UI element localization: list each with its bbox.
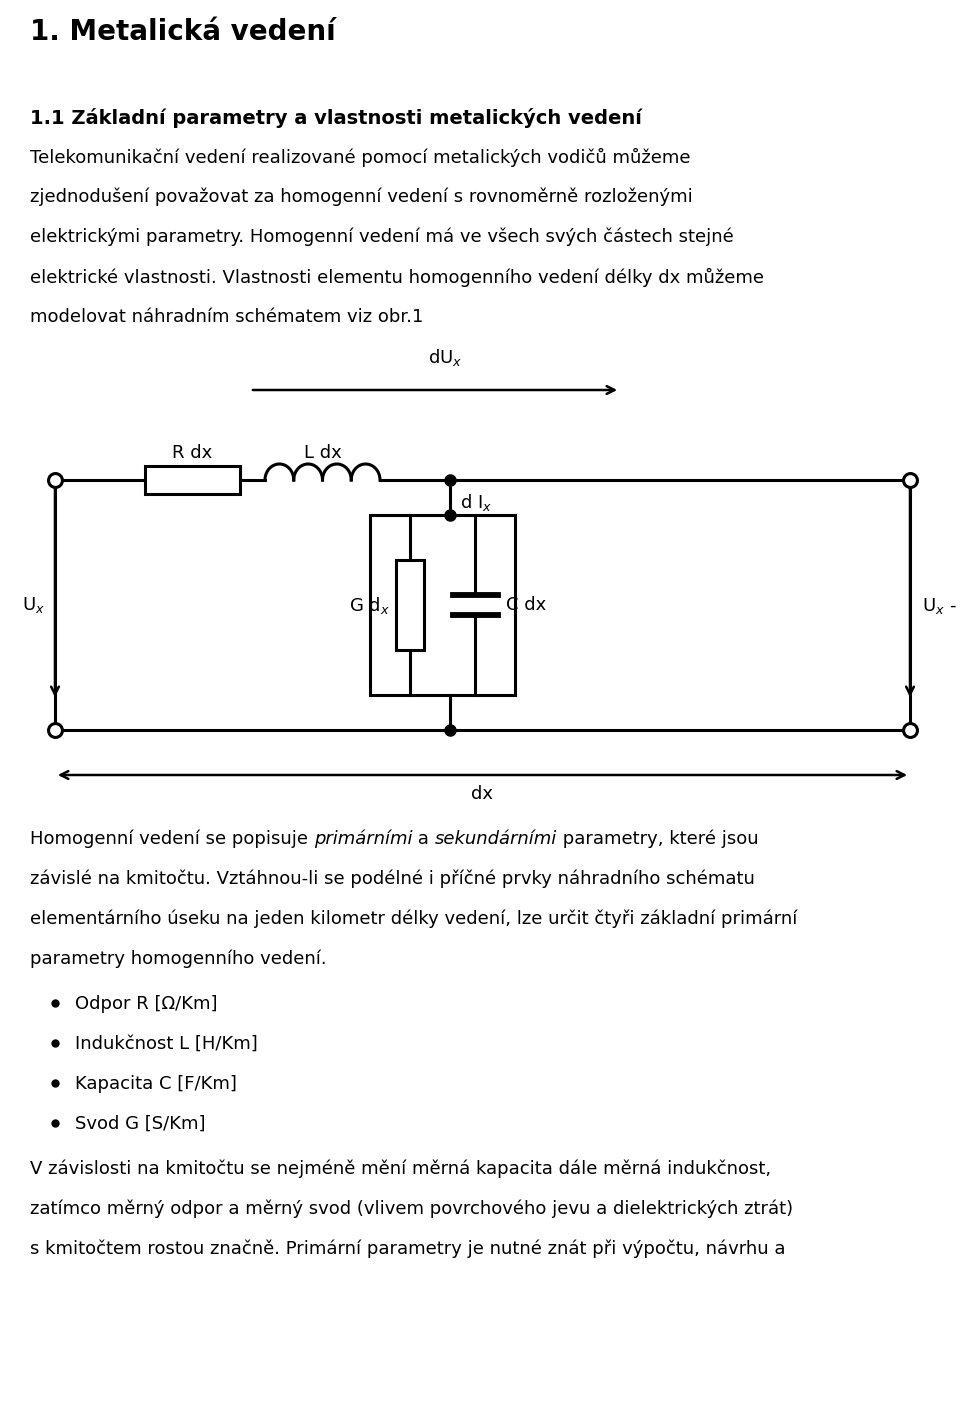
Text: a: a bbox=[412, 830, 435, 849]
Text: zatímco měrný odpor a měrný svod (vlivem povrchového jevu a dielektrických ztrát: zatímco měrný odpor a měrný svod (vlivem… bbox=[30, 1200, 793, 1219]
Text: U$_x$: U$_x$ bbox=[22, 595, 45, 614]
Text: Homogenní vedení se popisuje: Homogenní vedení se popisuje bbox=[30, 830, 314, 849]
Text: 1. Metalická vedení: 1. Metalická vedení bbox=[30, 18, 336, 45]
Text: V závislosti na kmitočtu se nejméně mění měrná kapacita dále měrná indukčnost,: V závislosti na kmitočtu se nejméně mění… bbox=[30, 1159, 771, 1179]
Text: zjednodušení považovat za homogenní vedení s rovnoměrně rozloženými: zjednodušení považovat za homogenní vede… bbox=[30, 187, 693, 207]
Text: parametry homogenního vedení.: parametry homogenního vedení. bbox=[30, 949, 326, 969]
Text: dU$_x$: dU$_x$ bbox=[428, 348, 462, 368]
Text: Indukčnost L [H/Km]: Indukčnost L [H/Km] bbox=[75, 1034, 257, 1053]
Text: parametry, které jsou: parametry, které jsou bbox=[557, 830, 758, 849]
Text: závislé na kmitočtu. Vztáhnou-li se podélné i příčné prvky náhradního schématu: závislé na kmitočtu. Vztáhnou-li se podé… bbox=[30, 870, 755, 888]
Text: Odpor R [Ω/Km]: Odpor R [Ω/Km] bbox=[75, 995, 218, 1013]
Text: U$_x$ - dU$_x$: U$_x$ - dU$_x$ bbox=[922, 595, 960, 616]
Bar bbox=[396, 561, 424, 650]
Text: elektrické vlastnosti. Vlastnosti elementu homogenního vedení délky dx můžeme: elektrické vlastnosti. Vlastnosti elemen… bbox=[30, 268, 764, 287]
Text: Telekomunikační vedení realizované pomocí metalických vodičů můžeme: Telekomunikační vedení realizované pomoc… bbox=[30, 148, 690, 167]
Text: d I$_x$: d I$_x$ bbox=[460, 492, 492, 514]
Text: primárními: primárními bbox=[314, 830, 412, 849]
Text: C dx: C dx bbox=[506, 596, 545, 614]
Text: G d$_x$: G d$_x$ bbox=[349, 595, 390, 616]
Text: elektrickými parametry. Homogenní vedení má ve všech svých částech stejné: elektrickými parametry. Homogenní vedení… bbox=[30, 228, 733, 247]
Text: 1.1 Základní parametry a vlastnosti metalických vedení: 1.1 Základní parametry a vlastnosti meta… bbox=[30, 108, 642, 128]
Text: Svod G [S/Km]: Svod G [S/Km] bbox=[75, 1115, 205, 1132]
Text: Kapacita C [F/Km]: Kapacita C [F/Km] bbox=[75, 1076, 237, 1093]
Text: elementárního úseku na jeden kilometr délky vedení, lze určit čtyři základní pri: elementárního úseku na jeden kilometr dé… bbox=[30, 910, 798, 928]
Text: sekundárními: sekundárními bbox=[435, 830, 557, 849]
Text: dx: dx bbox=[471, 785, 493, 803]
Text: R dx: R dx bbox=[173, 444, 212, 463]
Text: modelovat náhradním schématem viz obr.1: modelovat náhradním schématem viz obr.1 bbox=[30, 308, 423, 326]
Text: L dx: L dx bbox=[303, 444, 342, 463]
Bar bbox=[145, 465, 240, 494]
Text: s kmitočtem rostou značně. Primární parametry je nutné znát při výpočtu, návrhu : s kmitočtem rostou značně. Primární para… bbox=[30, 1240, 785, 1259]
